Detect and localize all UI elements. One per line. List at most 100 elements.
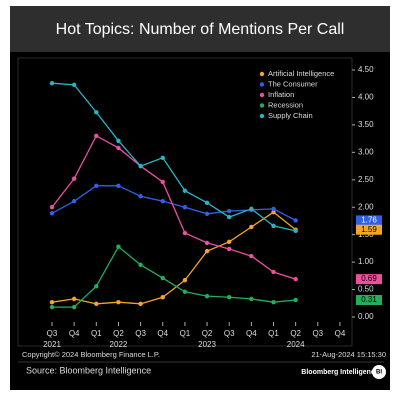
- series-point: [271, 223, 276, 229]
- y-tick-label: 2.00: [358, 202, 374, 211]
- series-point: [138, 163, 143, 169]
- value-label: 1.76: [361, 216, 377, 225]
- series-point: [293, 218, 298, 223]
- x-tick-label: Q3: [312, 329, 323, 338]
- legend-label: Recession: [268, 100, 303, 109]
- series-point: [116, 244, 121, 249]
- x-tick-label: Q4: [246, 329, 257, 338]
- series-point: [116, 183, 121, 189]
- series-point: [204, 248, 210, 254]
- value-label-box: [356, 215, 382, 226]
- x-year-label: 2022: [110, 340, 128, 349]
- series-point: [204, 240, 210, 246]
- copyright: Copyright© 2024 Bloomberg Finance L.P.: [22, 350, 160, 359]
- series-point: [160, 295, 165, 300]
- series-point: [204, 200, 210, 206]
- legend-swatch: [259, 71, 265, 77]
- series-point: [94, 183, 99, 189]
- x-tick-label: Q3: [224, 329, 235, 338]
- series-point: [182, 188, 188, 193]
- legend-label: The Consumer: [268, 79, 318, 88]
- series-point: [227, 295, 232, 300]
- y-tick-label: 2.50: [358, 175, 374, 184]
- legend-label: Artificial Intelligence: [268, 69, 334, 78]
- series-point: [116, 145, 121, 151]
- legend-swatch: [259, 82, 265, 87]
- series-point: [271, 269, 276, 275]
- y-tick-label: 3.00: [358, 147, 374, 156]
- series-point: [49, 80, 55, 86]
- series-point: [160, 275, 165, 281]
- series-point: [116, 299, 121, 305]
- series-point: [138, 301, 143, 307]
- y-tick-label: 0.50: [358, 285, 374, 294]
- x-year-label: 2023: [198, 340, 216, 349]
- series-point: [160, 155, 165, 161]
- series-point: [49, 299, 55, 305]
- series-point: [49, 205, 55, 210]
- series-point: [71, 304, 77, 310]
- series-point: [94, 133, 99, 139]
- legend-label: Supply Chain: [268, 111, 313, 120]
- series-point: [182, 278, 188, 283]
- series-point: [271, 209, 276, 215]
- series-point: [138, 194, 143, 199]
- series-point: [293, 276, 298, 282]
- plot-frame: [17, 57, 353, 347]
- legend-label: Inflation: [268, 90, 294, 99]
- legend-swatch: [259, 92, 265, 98]
- value-label: 0.69: [361, 274, 377, 283]
- series-line: [51, 185, 296, 221]
- series-point: [94, 110, 99, 115]
- y-tick-label: 0.00: [358, 312, 374, 321]
- series-point: [182, 289, 188, 294]
- series-point: [182, 205, 188, 210]
- series-point: [249, 253, 254, 259]
- series-point: [116, 138, 121, 144]
- logo: Bloomberg Intelligence: [301, 369, 379, 376]
- x-tick-label: Q2: [290, 329, 301, 338]
- source: Source: Bloomberg Intelligence: [26, 365, 151, 375]
- legend-box: [256, 66, 348, 124]
- series-point: [49, 304, 55, 310]
- series-point: [182, 230, 188, 236]
- y-tick-label: 1.00: [358, 257, 374, 266]
- series-point: [249, 296, 254, 302]
- logo-badge-circle: [372, 365, 386, 379]
- series-point: [71, 296, 77, 302]
- chart-title: Hot Topics: Number of Mentions Per Call: [56, 21, 345, 38]
- y-tick-label: 3.50: [358, 120, 374, 129]
- x-tick-label: Q1: [91, 329, 102, 338]
- legend-swatch: [259, 103, 265, 108]
- value-label-box: [356, 274, 382, 285]
- x-year-label: 2021: [43, 340, 61, 349]
- series-point: [49, 211, 55, 216]
- series-point: [94, 301, 99, 307]
- series-point: [271, 206, 276, 212]
- value-label: 0.31: [361, 295, 377, 304]
- series-point: [227, 214, 232, 220]
- series-point: [227, 246, 232, 252]
- series-point: [249, 224, 254, 230]
- series-point: [293, 228, 298, 234]
- timestamp: 21-Aug-2024 15:15:30: [311, 350, 386, 359]
- x-tick-label: Q2: [113, 329, 124, 338]
- y-tick-label: 4.00: [358, 93, 374, 102]
- value-label-box: [356, 294, 382, 305]
- series-point: [204, 211, 210, 217]
- series-point: [249, 206, 254, 212]
- series-line: [51, 211, 297, 305]
- series-point: [293, 297, 298, 303]
- series-line: [51, 134, 296, 280]
- x-tick-label: Q1: [268, 329, 279, 338]
- title-bar: [10, 6, 390, 52]
- series-point: [71, 198, 77, 204]
- x-tick-label: Q1: [180, 329, 191, 338]
- legend-swatch: [259, 113, 265, 119]
- x-tick-label: Q2: [202, 329, 213, 338]
- x-year-label: 2024: [287, 340, 305, 349]
- x-tick-label: Q3: [47, 329, 58, 338]
- series-point: [271, 299, 276, 305]
- series-line: [52, 245, 296, 308]
